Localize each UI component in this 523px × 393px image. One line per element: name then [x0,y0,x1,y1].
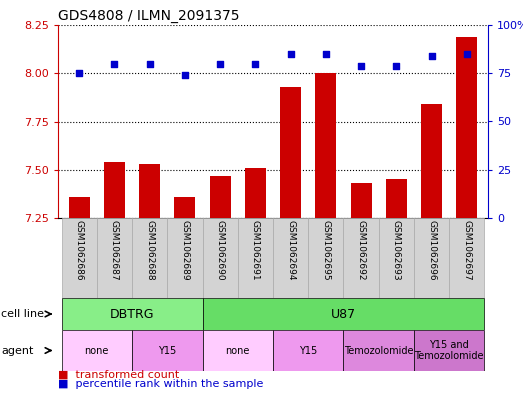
Bar [238,218,273,298]
Bar [139,164,160,218]
Text: GSM1062693: GSM1062693 [392,220,401,281]
Point [145,61,154,67]
Text: agent: agent [1,345,33,356]
Bar [69,197,90,218]
Bar [62,218,97,298]
Point [392,62,401,69]
Bar [280,87,301,218]
Point [75,70,83,76]
Text: GSM1062691: GSM1062691 [251,220,260,281]
Bar [167,218,202,298]
Text: GDS4808 / ILMN_2091375: GDS4808 / ILMN_2091375 [58,9,240,22]
Text: GSM1062690: GSM1062690 [215,220,225,281]
Bar [202,298,484,330]
Text: none: none [85,345,109,356]
Point [251,61,259,67]
Point [110,61,119,67]
Text: GSM1062687: GSM1062687 [110,220,119,281]
Point [427,53,436,59]
Bar [210,176,231,218]
Bar [456,37,477,218]
Bar [344,218,379,298]
Bar [379,218,414,298]
Bar [174,197,196,218]
Text: ■  percentile rank within the sample: ■ percentile rank within the sample [58,379,264,389]
Point [181,72,189,78]
Text: none: none [225,345,250,356]
Text: Y15: Y15 [158,345,176,356]
Bar [449,218,484,298]
Bar [421,104,442,218]
Bar [414,330,484,371]
Point [463,51,471,57]
Bar [273,330,344,371]
Text: cell line: cell line [1,309,44,319]
Text: GSM1062686: GSM1062686 [75,220,84,281]
Bar [104,162,125,218]
Bar [245,168,266,218]
Text: Y15 and
Temozolomide: Y15 and Temozolomide [415,340,484,361]
Text: GSM1062696: GSM1062696 [427,220,436,281]
Bar [202,218,238,298]
Text: GSM1062695: GSM1062695 [321,220,331,281]
Bar [350,183,372,218]
Point [216,61,224,67]
Bar [273,218,308,298]
Bar [344,330,414,371]
Text: GSM1062689: GSM1062689 [180,220,189,281]
Text: DBTRG: DBTRG [110,307,154,321]
Bar [62,330,132,371]
Text: Y15: Y15 [299,345,317,356]
Text: U87: U87 [331,307,356,321]
Point [322,51,330,57]
Bar [414,218,449,298]
Text: GSM1062692: GSM1062692 [357,220,366,281]
Bar [315,73,336,218]
Bar [97,218,132,298]
Bar [132,218,167,298]
Text: GSM1062688: GSM1062688 [145,220,154,281]
Text: Temozolomide: Temozolomide [344,345,414,356]
Bar [308,218,344,298]
Point [287,51,295,57]
Text: GSM1062697: GSM1062697 [462,220,471,281]
Text: GSM1062694: GSM1062694 [286,220,295,281]
Bar [202,330,273,371]
Point [357,62,365,69]
Bar [132,330,202,371]
Bar [386,179,407,218]
Bar [62,298,202,330]
Text: ■  transformed count: ■ transformed count [58,370,179,380]
